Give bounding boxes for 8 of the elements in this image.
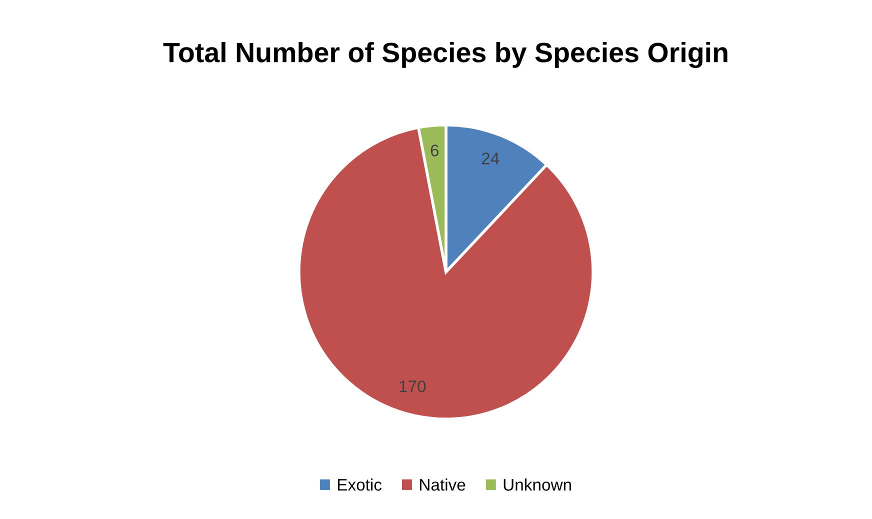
data-label: 6 [430, 144, 439, 156]
legend-label: Exotic [338, 478, 382, 491]
legend-label: Unknown [504, 478, 571, 491]
chart-title: Total Number of Species by Species Origin [163, 42, 728, 68]
pie-slice [298, 126, 594, 420]
data-label: 24 [482, 152, 500, 164]
data-label: 170 [400, 380, 426, 392]
legend-label: Native [420, 478, 466, 491]
